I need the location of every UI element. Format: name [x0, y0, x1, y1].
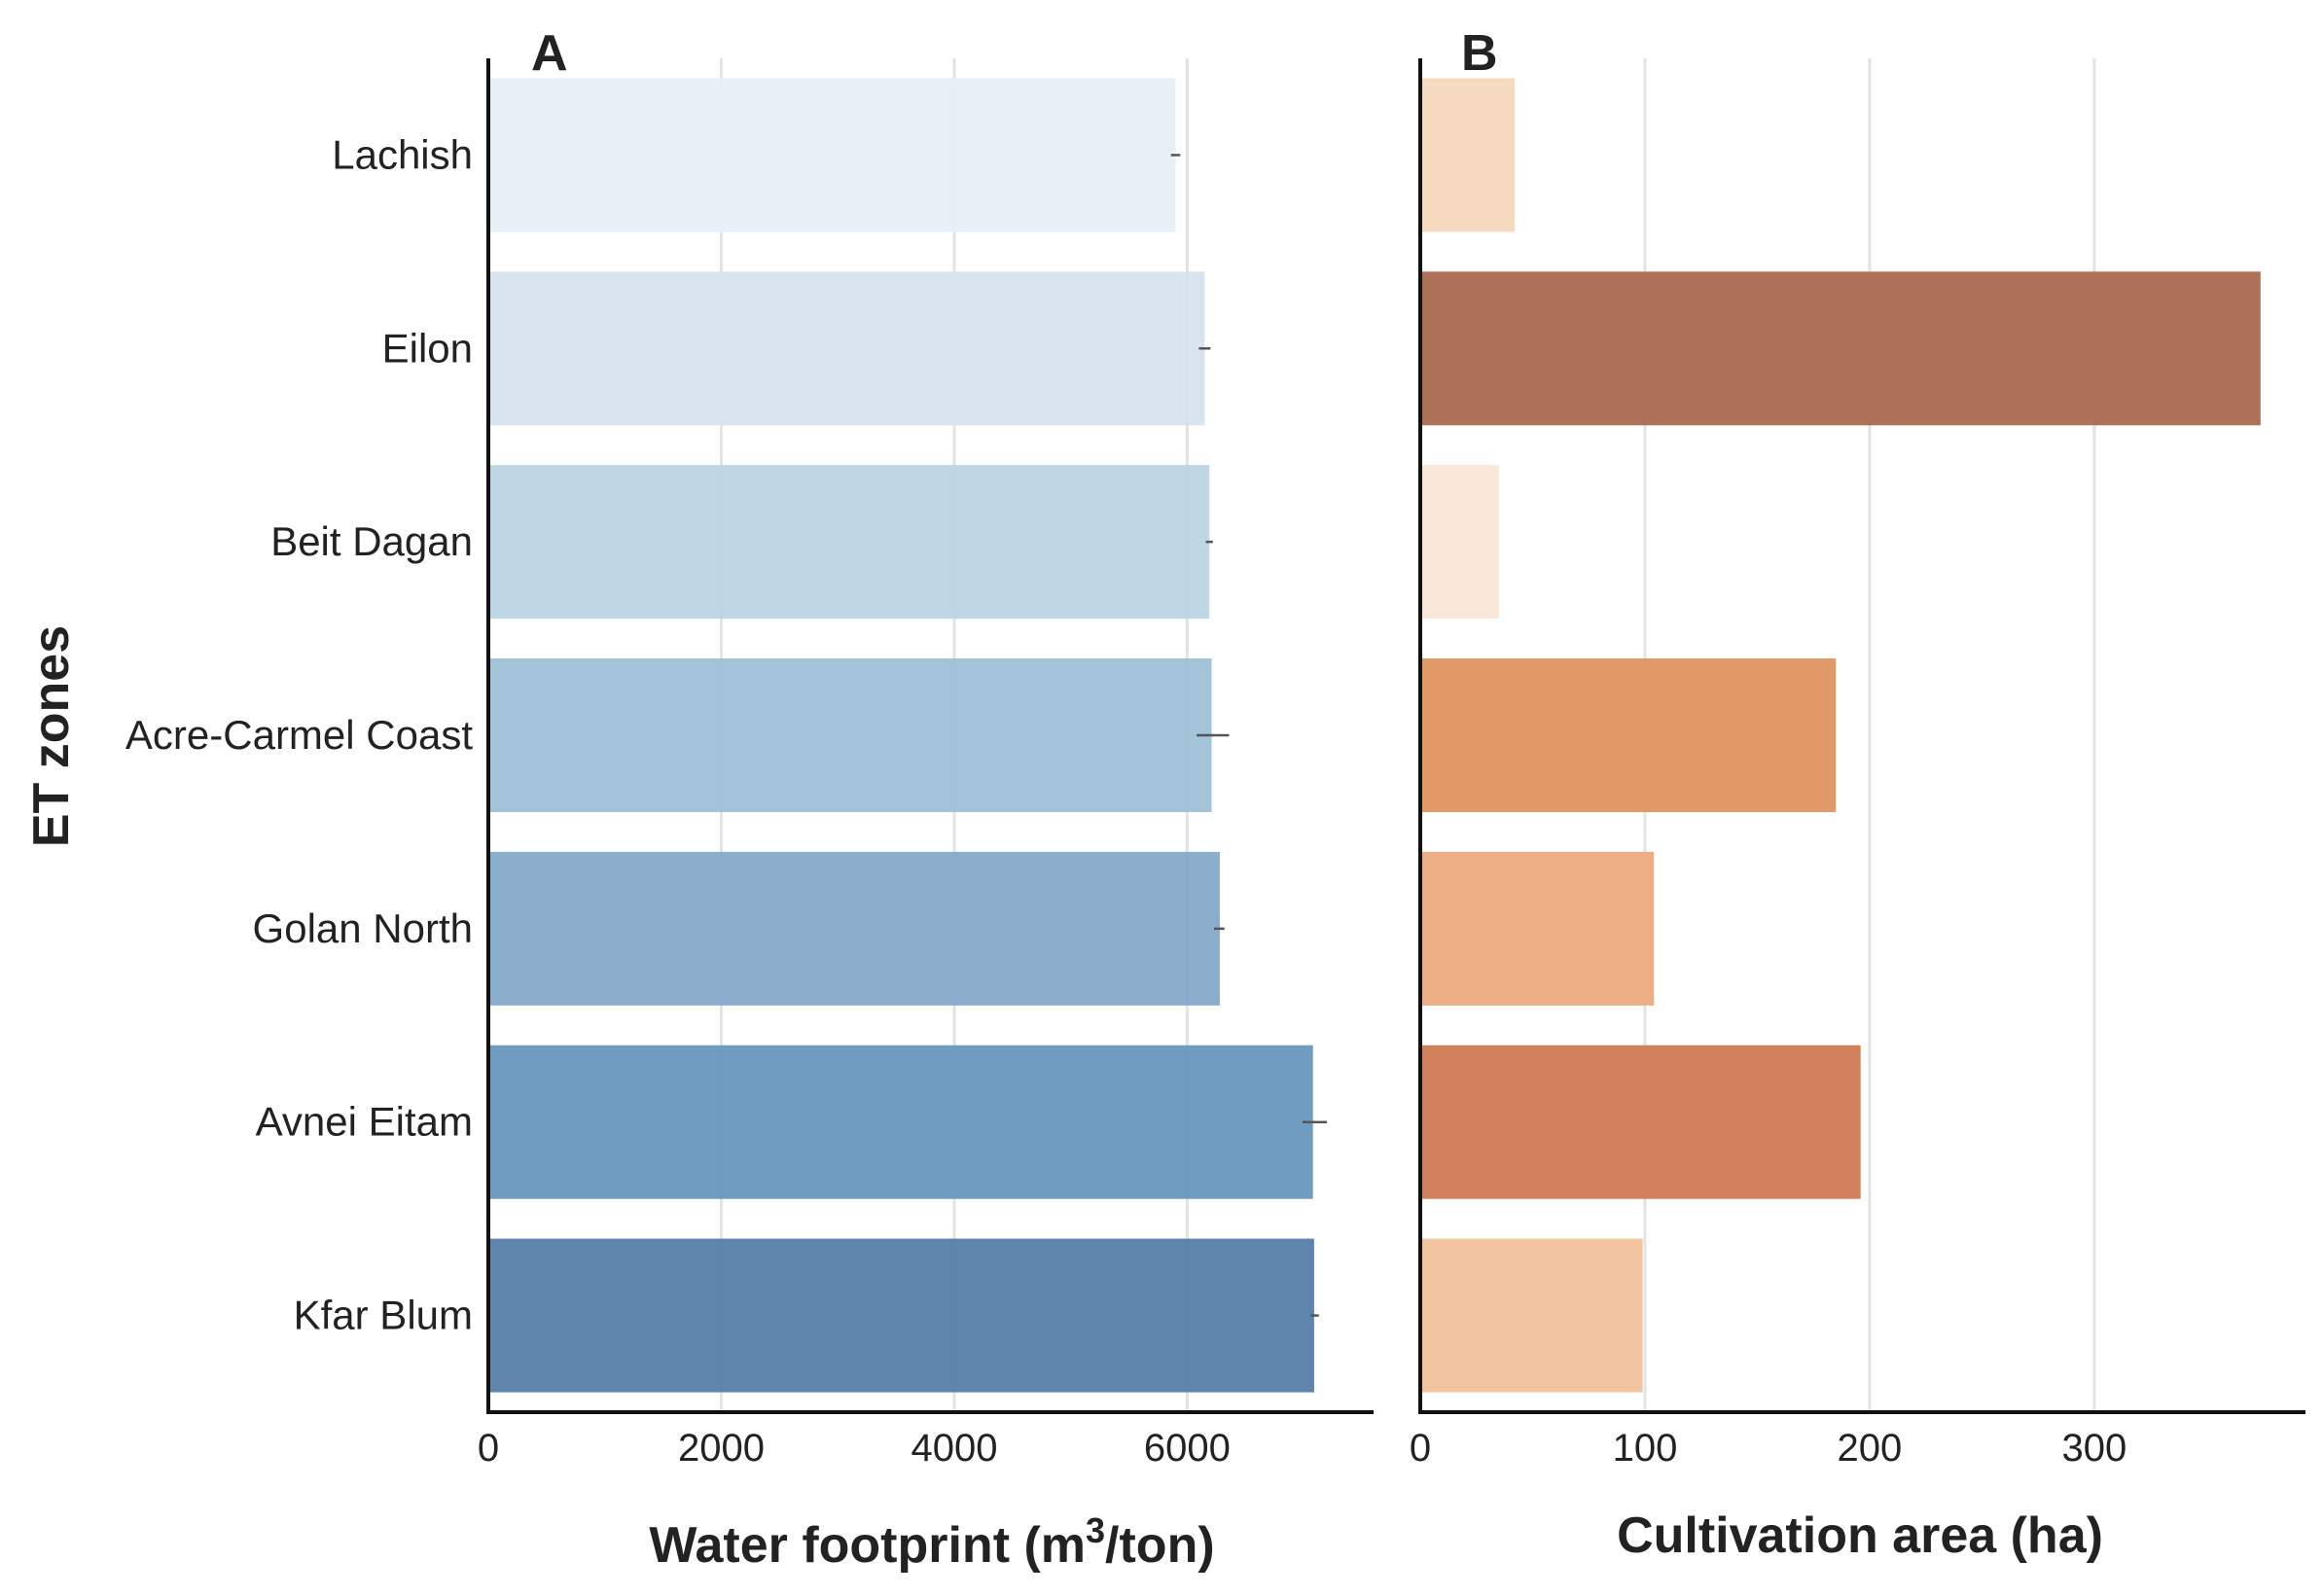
panel-a-error-bars [1170, 154, 1328, 1317]
x-title-main: Water footprint (m [649, 1517, 1086, 1574]
category-label-avnei-eitam: Avnei Eitam [256, 1099, 473, 1145]
bar-golan-north [1420, 851, 1655, 1006]
bar-kfar-blum [1420, 1238, 1643, 1393]
bar-avnei-eitam [488, 1045, 1313, 1199]
x-title-superscript: 3 [1086, 1510, 1105, 1550]
panel-a-category-labels: Lachish Eilon Beit Dagan Acre-Carmel Coast G… [125, 131, 473, 1337]
panel-a-water-footprint: 0 2000 4000 6000 Lachish Eilon Beit Dagan Acre… [23, 25, 1374, 1574]
x-tick-label-200: 200 [1838, 1427, 1903, 1470]
bar-beit-dagan [488, 465, 1210, 620]
panel-b-letter: B [1461, 25, 1498, 82]
bar-kfar-blum [488, 1238, 1314, 1393]
panel-a-x-axis-title: Water footprint (m3/ton) [649, 1510, 1214, 1574]
x-tick-label-300: 300 [2062, 1427, 2127, 1470]
x-title-tail: /ton) [1105, 1517, 1215, 1574]
bar-avnei-eitam [1420, 1045, 1861, 1199]
panel-a-bars [488, 78, 1314, 1393]
x-tick-label-0: 0 [1410, 1427, 1431, 1470]
panel-b-cultivation-area: 0 100 200 300 B Cultivation area (ha) [1410, 25, 2305, 1564]
panel-a-tick-labels: 0 2000 4000 6000 [478, 1427, 1231, 1470]
category-label-kfar-blum: Kfar Blum [294, 1293, 473, 1338]
x-tick-label-4000: 4000 [911, 1427, 997, 1470]
panel-b-bars [1420, 78, 2261, 1393]
panel-b-tick-labels: 0 100 200 300 [1410, 1427, 2126, 1470]
category-label-lachish: Lachish [332, 131, 473, 177]
bar-acre-carmel-coast [488, 658, 1212, 812]
category-label-beit-dagan: Beit Dagan [270, 518, 473, 564]
category-label-golan-north: Golan North [253, 905, 473, 951]
bar-lachish [1420, 78, 1516, 232]
category-label-eilon: Eilon [382, 325, 473, 371]
category-label-acre-carmel-coast: Acre-Carmel Coast [125, 712, 473, 758]
panel-a-axes [486, 58, 1374, 1414]
x-tick-label-6000: 6000 [1144, 1427, 1231, 1470]
bar-eilon [1420, 271, 2261, 426]
bar-beit-dagan [1420, 465, 1499, 620]
bar-acre-carmel-coast [1420, 658, 1837, 812]
bar-lachish [488, 78, 1176, 232]
y-axis-title: ET zones [23, 625, 80, 847]
panel-b-x-axis-title: Cultivation area (ha) [1617, 1507, 2103, 1564]
x-tick-label-100: 100 [1613, 1427, 1678, 1470]
panel-b-axes [1418, 58, 2305, 1414]
bar-eilon [488, 271, 1205, 426]
x-tick-label-0: 0 [478, 1427, 499, 1470]
bar-golan-north [488, 851, 1220, 1006]
x-tick-label-2000: 2000 [678, 1427, 765, 1470]
panel-a-letter: A [531, 25, 568, 82]
